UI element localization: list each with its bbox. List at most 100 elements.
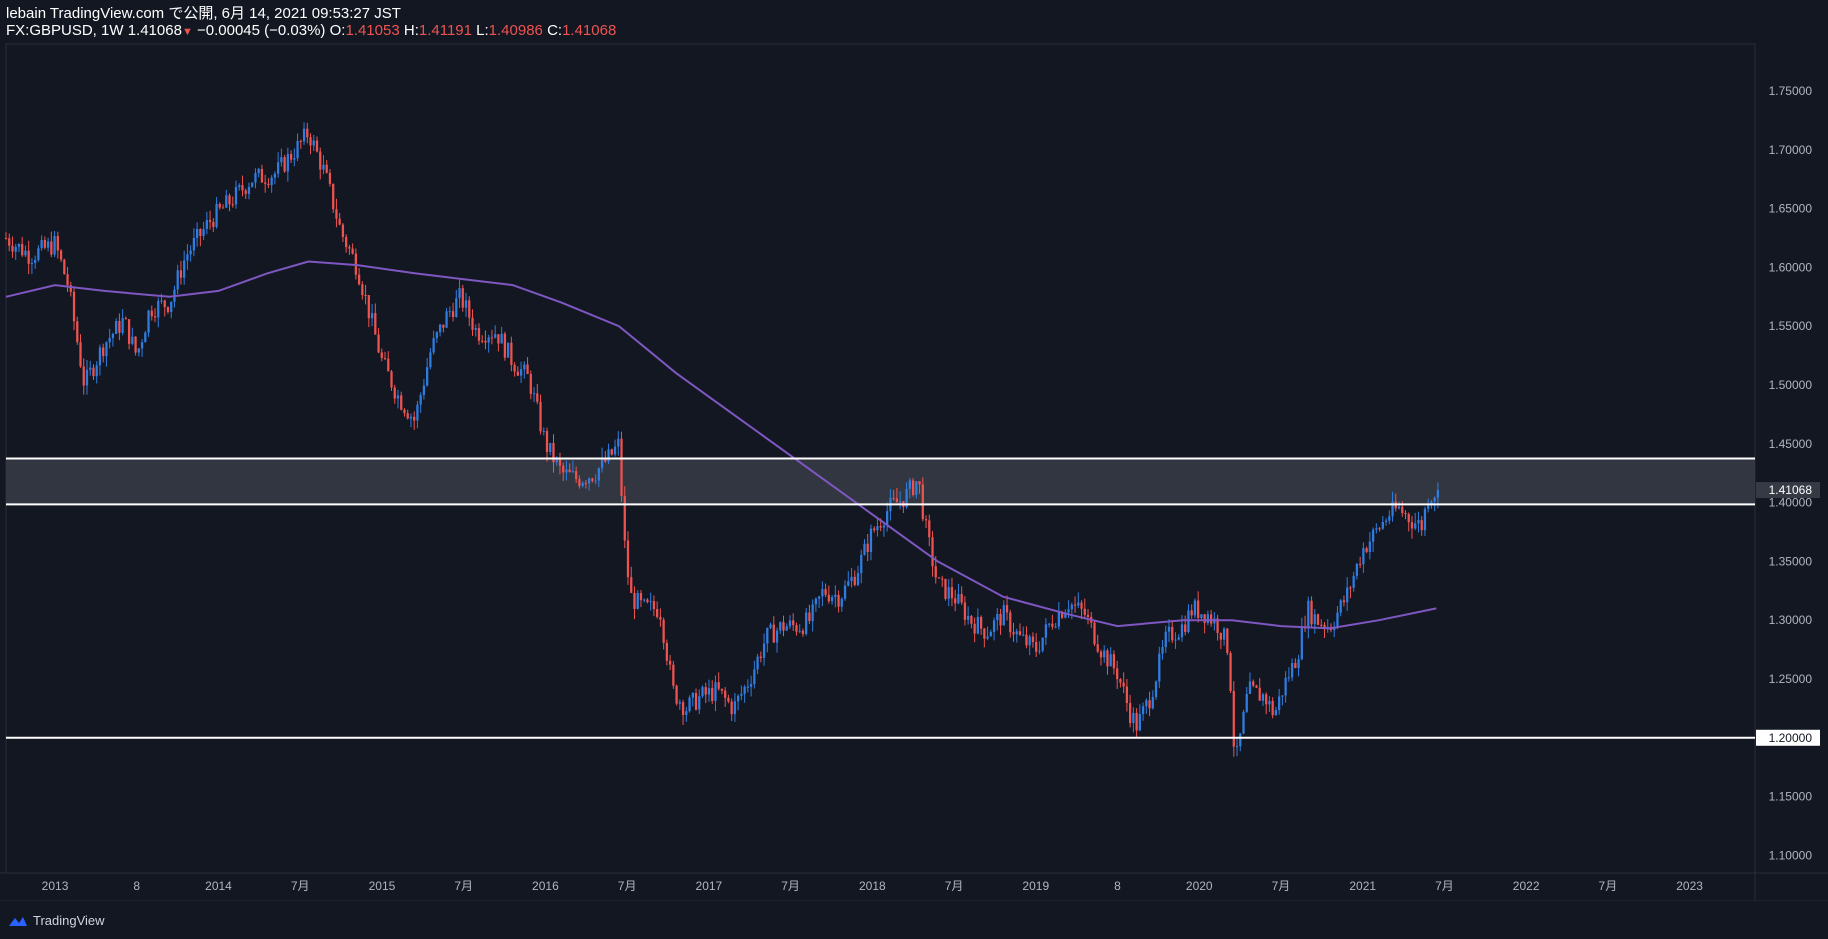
candle-body <box>1391 501 1394 517</box>
candle-body <box>118 320 121 333</box>
candle-body <box>967 615 970 620</box>
candle-body <box>1096 644 1099 652</box>
candle-body <box>507 342 510 358</box>
candle-body <box>1112 654 1116 669</box>
candle-body <box>549 442 552 452</box>
candle-body <box>814 598 818 605</box>
candle-body <box>1122 682 1125 687</box>
candle-body <box>1342 600 1346 603</box>
candle-body <box>1054 626 1057 628</box>
candle-body <box>827 594 830 602</box>
tradingview-brand[interactable]: TradingView <box>8 913 105 928</box>
candle-body <box>1313 614 1316 625</box>
candle-body <box>196 228 199 238</box>
candle-body <box>898 501 902 503</box>
price-axis[interactable]: 1.75000 1.70000 1.65000 1.60000 1.55000 1.500… <box>1756 84 1820 862</box>
candle-body <box>1145 700 1148 707</box>
candle-body <box>1216 618 1219 633</box>
candle-body <box>792 620 795 626</box>
candle-body <box>1245 693 1248 712</box>
candle-body <box>866 543 869 552</box>
candle-body <box>1255 685 1258 688</box>
candle-body <box>801 630 805 634</box>
time-tick-label: 8 <box>1114 879 1121 893</box>
time-axis[interactable]: 2013 8 2014 7月 2015 7月 2016 7月 2017 7月 2018 7月 2019 8… <box>42 879 1704 893</box>
candle-body <box>817 596 821 599</box>
candle-body <box>1005 605 1009 613</box>
candle-body <box>500 333 503 344</box>
candle-body <box>445 311 448 328</box>
candle-body <box>558 458 562 466</box>
candle-body <box>176 270 179 290</box>
candle-body <box>954 598 957 604</box>
candle-body <box>1417 520 1420 524</box>
time-tick-label: 2022 <box>1513 879 1540 893</box>
tradingview-logo-icon <box>9 916 27 926</box>
candle-body <box>413 416 416 421</box>
candle-body <box>1362 548 1365 565</box>
candle-body <box>79 342 82 367</box>
candle-body <box>937 577 941 579</box>
candle-body <box>753 669 756 685</box>
candle-body <box>1125 686 1129 704</box>
candle-body <box>419 395 422 405</box>
candle-body <box>691 692 694 698</box>
candle-body <box>1015 631 1018 635</box>
candle-body <box>565 469 568 473</box>
candle-body <box>840 598 843 607</box>
candle-body <box>487 337 490 343</box>
candle-body <box>756 656 759 670</box>
chart-header: lebain TradingView.com で公開, 6月 14, 2021 … <box>0 0 1828 44</box>
open-label: O: <box>329 22 346 39</box>
candle-body <box>759 656 762 659</box>
candle-body <box>545 431 549 452</box>
candle-body <box>234 186 238 205</box>
candle-body <box>89 367 92 370</box>
candle-body <box>1427 505 1430 509</box>
candle-body <box>448 311 451 313</box>
candle-body <box>393 387 396 399</box>
candle-body <box>244 190 247 194</box>
candle-body <box>66 274 69 286</box>
candle-body <box>882 525 886 528</box>
candle-body <box>1064 612 1067 618</box>
candle-body <box>1048 623 1051 625</box>
candle-body <box>276 162 280 174</box>
candle-body <box>1109 654 1112 667</box>
candle-body <box>82 366 85 386</box>
candle-body <box>280 157 283 163</box>
candle-body <box>960 594 963 603</box>
candle-body <box>464 300 468 308</box>
level-lines[interactable] <box>6 457 1755 739</box>
candle-body <box>364 295 367 297</box>
candle-body <box>623 495 626 541</box>
candle-body <box>711 688 714 701</box>
candle-body <box>270 177 273 186</box>
candle-body <box>1083 608 1086 615</box>
time-tick-label: 7月 <box>291 879 310 893</box>
candle-body <box>53 235 56 255</box>
candle-body <box>85 369 89 386</box>
candle-body <box>1154 681 1158 698</box>
candle-body <box>1119 679 1122 683</box>
price-tick-label: 1.60000 <box>1769 260 1813 274</box>
candle-body <box>1009 612 1012 633</box>
candle-body <box>636 593 639 609</box>
candle-body <box>1164 631 1167 648</box>
candle-body <box>798 630 801 632</box>
candle-body <box>575 471 578 480</box>
candle-body <box>510 342 513 365</box>
candle-body <box>503 333 507 358</box>
candle-body <box>383 358 387 360</box>
candle-body <box>931 537 934 567</box>
price-tick-label: 1.25000 <box>1769 672 1813 686</box>
candle-body <box>928 520 931 538</box>
candle-body <box>1086 614 1090 617</box>
candle-body <box>1187 610 1190 633</box>
candle-body <box>208 220 212 222</box>
candle-body <box>1180 624 1184 638</box>
candle-body <box>685 711 688 715</box>
candle-body <box>886 511 889 526</box>
candle-body <box>8 238 11 246</box>
